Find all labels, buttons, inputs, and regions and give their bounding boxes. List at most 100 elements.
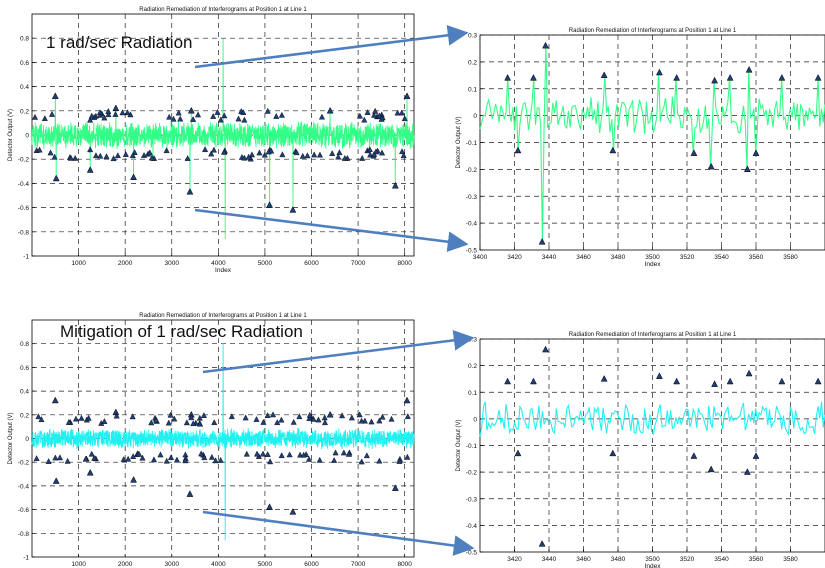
- outlier-marker: [332, 449, 339, 456]
- outlier-marker: [318, 113, 325, 120]
- outlier-marker: [348, 414, 355, 421]
- outlier-marker: [200, 412, 207, 418]
- zoom-arrow: [202, 510, 475, 556]
- outlier-marker: [673, 74, 681, 81]
- outlier-marker: [167, 454, 175, 461]
- outlier-marker: [289, 508, 297, 515]
- outlier-marker: [726, 377, 734, 385]
- outlier-marker: [217, 116, 224, 123]
- outlier-marker: [86, 166, 94, 173]
- outlier-marker: [745, 65, 753, 73]
- outlier-marker: [167, 411, 174, 418]
- outlier-marker: [52, 174, 60, 182]
- outlier-marker: [139, 454, 146, 461]
- outlier-marker: [210, 113, 217, 119]
- outlier-marker: [504, 377, 512, 385]
- outlier-marker: [208, 150, 215, 157]
- outlier-marker: [371, 151, 378, 157]
- outlier-marker: [356, 112, 363, 119]
- outlier-marker: [141, 152, 148, 158]
- x-tick-label: 3460: [576, 254, 591, 261]
- outlier-marker: [293, 149, 300, 156]
- outlier-marker: [752, 452, 760, 459]
- outlier-marker: [112, 110, 119, 117]
- y-tick-label: -1: [23, 254, 29, 261]
- outlier-marker: [371, 111, 378, 118]
- chart-panel-bottom-right: 3420 3440 3460 3480 3500 3520 3540 3560 3580 -0.5…: [456, 332, 825, 568]
- y-axis-label: Detector Output (V): [456, 116, 462, 168]
- outlier-marker: [217, 456, 224, 463]
- outlier-marker: [175, 109, 182, 116]
- chart-title: Radiation Remediation of Interferograms …: [569, 28, 737, 34]
- outlier-marker: [315, 416, 322, 423]
- outlier-marker: [336, 149, 343, 156]
- outlier-marker: [538, 237, 546, 245]
- outlier-marker: [316, 151, 323, 158]
- outlier-marker: [358, 417, 365, 424]
- outlier-marker: [241, 116, 248, 123]
- x-tick-label: 3440: [542, 556, 557, 563]
- outlier-marker: [97, 152, 104, 159]
- y-tick-label: -0.4: [18, 483, 30, 490]
- y-tick-label: -0.6: [18, 205, 30, 212]
- x-tick-label: 7000: [351, 260, 366, 267]
- outlier-marker: [396, 458, 403, 464]
- outlier-marker: [170, 115, 177, 122]
- y-tick-label: 0.3: [468, 33, 477, 40]
- outlier-marker: [300, 451, 307, 458]
- outlier-marker: [105, 111, 112, 118]
- zoom-arrow: [194, 208, 469, 253]
- outlier-marker: [182, 457, 189, 464]
- outlier-marker: [394, 109, 401, 116]
- outlier-marker: [248, 151, 255, 158]
- outlier-marker: [110, 155, 117, 162]
- x-tick-label: 3500: [645, 556, 660, 563]
- outlier-marker: [51, 396, 59, 404]
- y-tick-label: 0.1: [468, 390, 477, 397]
- y-tick-label: 0.2: [20, 108, 29, 115]
- y-tick-label: -0.4: [466, 523, 478, 530]
- outlier-marker: [530, 74, 537, 81]
- outlier-marker: [197, 420, 204, 427]
- x-tick-label: 3400: [473, 254, 488, 261]
- outlier-marker: [65, 418, 72, 425]
- outlier-marker: [260, 418, 267, 425]
- y-tick-label: 0.1: [468, 86, 477, 93]
- outlier-marker: [241, 154, 248, 161]
- outlier-marker: [391, 484, 399, 491]
- chart-title: Radiation Remediation of Interferograms …: [139, 313, 307, 319]
- y-tick-label: 0.6: [20, 365, 29, 372]
- outlier-marker: [190, 420, 197, 427]
- y-tick-label: 0: [473, 113, 477, 120]
- outlier-marker: [56, 454, 63, 461]
- outlier-marker: [188, 414, 195, 421]
- outlier-marker: [364, 109, 371, 115]
- outlier-marker: [335, 153, 342, 160]
- chart-panel-top-left: 1000 2000 3000 4000 5000 6000 7000 8000 -1 -0.8 -0…: [8, 7, 415, 274]
- outlier-marker: [136, 450, 143, 457]
- x-tick-label: 3580: [783, 556, 798, 563]
- x-tick-label: 1000: [71, 260, 86, 267]
- y-tick-label: -0.8: [18, 531, 30, 538]
- outlier-marker: [340, 449, 347, 456]
- outlier-marker: [148, 419, 155, 426]
- outlier-marker: [48, 110, 56, 117]
- outlier-cluster-bottom-left: [33, 411, 411, 465]
- signal-line: [479, 45, 825, 242]
- outlier-marker: [363, 452, 370, 459]
- bottom-annotation: Mitigation of 1 rad/sec Radiation: [60, 322, 303, 341]
- outlier-marker: [356, 411, 363, 418]
- outlier-marker: [814, 377, 822, 385]
- outlier-marker: [310, 415, 317, 422]
- y-tick-label: -1: [23, 555, 29, 562]
- outlier-marker: [114, 152, 121, 159]
- outlier-marker: [359, 154, 366, 161]
- y-axis-label: Detector Output (V): [8, 412, 14, 464]
- y-tick-label: -0.4: [466, 221, 478, 228]
- outlier-marker: [243, 450, 250, 457]
- outlier-marker: [103, 153, 110, 160]
- outlier-marker: [146, 149, 153, 156]
- x-tick-label: 3480: [611, 556, 626, 563]
- y-tick-label: 0.2: [20, 412, 29, 419]
- outlier-marker: [210, 146, 217, 153]
